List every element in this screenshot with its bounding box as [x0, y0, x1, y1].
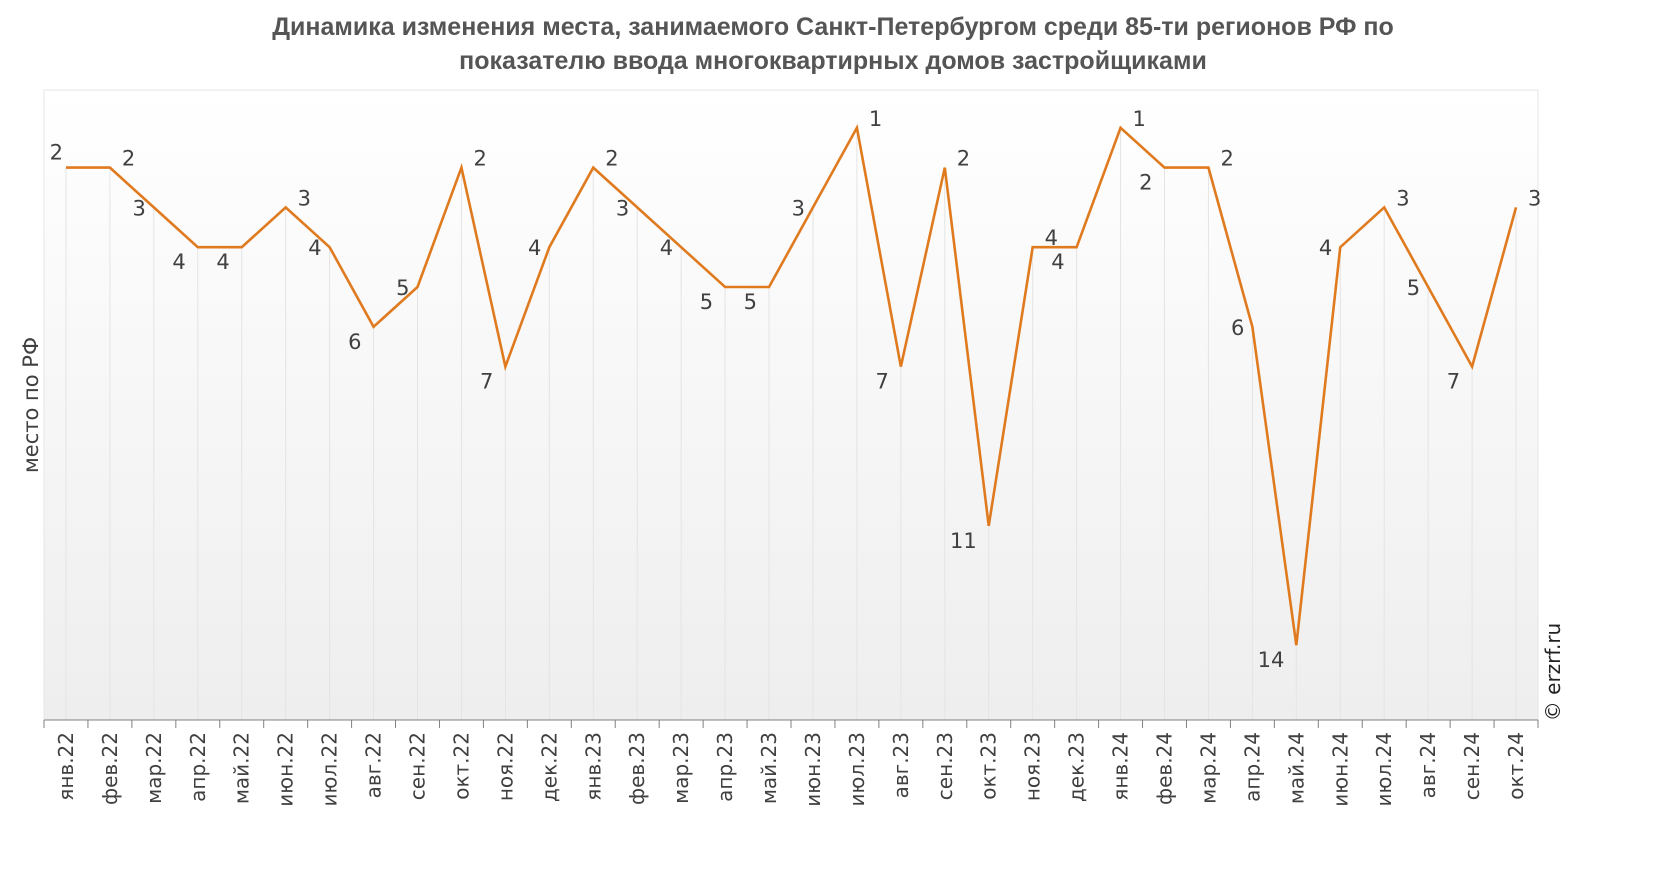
data-label: 14 [1258, 648, 1285, 672]
x-axis-ticks [43, 720, 1539, 728]
x-tick-label: сен.23 [933, 732, 957, 800]
data-label: 2 [122, 147, 135, 171]
data-label: 4 [1319, 236, 1332, 260]
data-label: 4 [308, 236, 321, 260]
data-label: 11 [950, 529, 977, 553]
data-label: 6 [1231, 316, 1244, 340]
x-tick-label: авг.22 [362, 732, 386, 798]
series-polyline [65, 123, 1518, 646]
x-tick-label: май.23 [757, 732, 781, 804]
x-tick-label: фев.24 [1153, 732, 1177, 805]
data-label: 7 [875, 370, 888, 394]
data-label: 7 [1447, 370, 1460, 394]
x-tick-label: мар.23 [669, 732, 693, 804]
data-label: 1 [869, 107, 882, 131]
x-tick-label: янв.24 [1109, 732, 1133, 801]
x-tick-label: фев.23 [625, 732, 649, 805]
x-tick-label: июн.24 [1328, 732, 1352, 807]
x-tick-label: ноя.23 [1021, 732, 1045, 801]
x-tick-label: апр.23 [713, 732, 737, 802]
x-tick-label: дек.22 [537, 732, 561, 802]
data-label: 2 [605, 147, 618, 171]
data-label: 7 [480, 370, 493, 394]
data-label: 4 [528, 236, 541, 260]
x-tick-label: янв.23 [581, 732, 605, 801]
x-tick-label: окт.22 [449, 732, 473, 800]
data-label: 2 [473, 147, 486, 171]
data-label: 3 [1528, 186, 1541, 210]
x-tick-label: окт.23 [977, 732, 1001, 800]
data-label: 4 [1045, 226, 1058, 250]
data-label: 3 [1396, 186, 1409, 210]
data-label: 5 [744, 290, 757, 314]
x-tick-label: авг.23 [889, 732, 913, 798]
data-label: 2 [50, 141, 63, 165]
x-tick-label: июн.23 [801, 732, 825, 807]
x-tick-label: окт.24 [1504, 732, 1528, 800]
series-line [65, 123, 1518, 646]
x-tick-label: июл.22 [318, 732, 342, 806]
data-label: 4 [172, 250, 185, 274]
chart-title: Динамика изменения места, занимаемого Са… [0, 10, 1666, 78]
x-tick-label: апр.24 [1240, 732, 1264, 802]
data-label: 3 [298, 186, 311, 210]
x-tick-label: сен.24 [1460, 732, 1484, 800]
data-label: 3 [132, 196, 145, 220]
x-tick-label: июл.24 [1372, 732, 1396, 806]
x-tick-label: дек.23 [1065, 732, 1089, 802]
data-label: 3 [616, 196, 629, 220]
data-label: 2 [957, 147, 970, 171]
x-tick-label: мар.24 [1196, 732, 1220, 804]
plot-area [43, 89, 1539, 721]
x-tick-label: сен.22 [406, 732, 430, 800]
y-axis-label: место по РФ [19, 337, 43, 473]
data-label: 5 [396, 276, 409, 300]
chart-title-line-1: Динамика изменения места, занимаемого Са… [272, 13, 1394, 41]
x-tick-label: янв.22 [54, 732, 78, 801]
x-tick-label: апр.22 [186, 732, 210, 802]
data-label: 4 [1051, 250, 1064, 274]
data-label: 3 [792, 196, 805, 220]
data-label: 2 [1220, 147, 1233, 171]
data-label: 4 [216, 250, 229, 274]
data-label: 4 [660, 236, 673, 260]
x-tick-label: июл.23 [845, 732, 869, 806]
x-tick-label: фев.22 [98, 732, 122, 805]
x-tick-label: май.24 [1284, 732, 1308, 804]
x-tick-label: июн.22 [274, 732, 298, 807]
data-label: 5 [1407, 276, 1420, 300]
grid-lines [65, 127, 1517, 720]
x-tick-label: мар.22 [142, 732, 166, 804]
x-axis-labels: янв.22 фев.22 мар.22 апр.22 май.22 июн.22 июл.… [54, 732, 1528, 807]
data-label: 5 [700, 290, 713, 314]
watermark: © erzrf.ru [1541, 623, 1565, 721]
chart-title-line-2: показателю ввода многоквартирных домов з… [459, 47, 1207, 75]
data-label: 6 [348, 330, 361, 354]
data-label: 2 [1139, 171, 1152, 195]
x-tick-label: май.22 [230, 732, 254, 804]
data-label: 1 [1133, 107, 1146, 131]
x-tick-label: авг.24 [1416, 732, 1440, 798]
x-tick-label: ноя.22 [493, 732, 517, 801]
